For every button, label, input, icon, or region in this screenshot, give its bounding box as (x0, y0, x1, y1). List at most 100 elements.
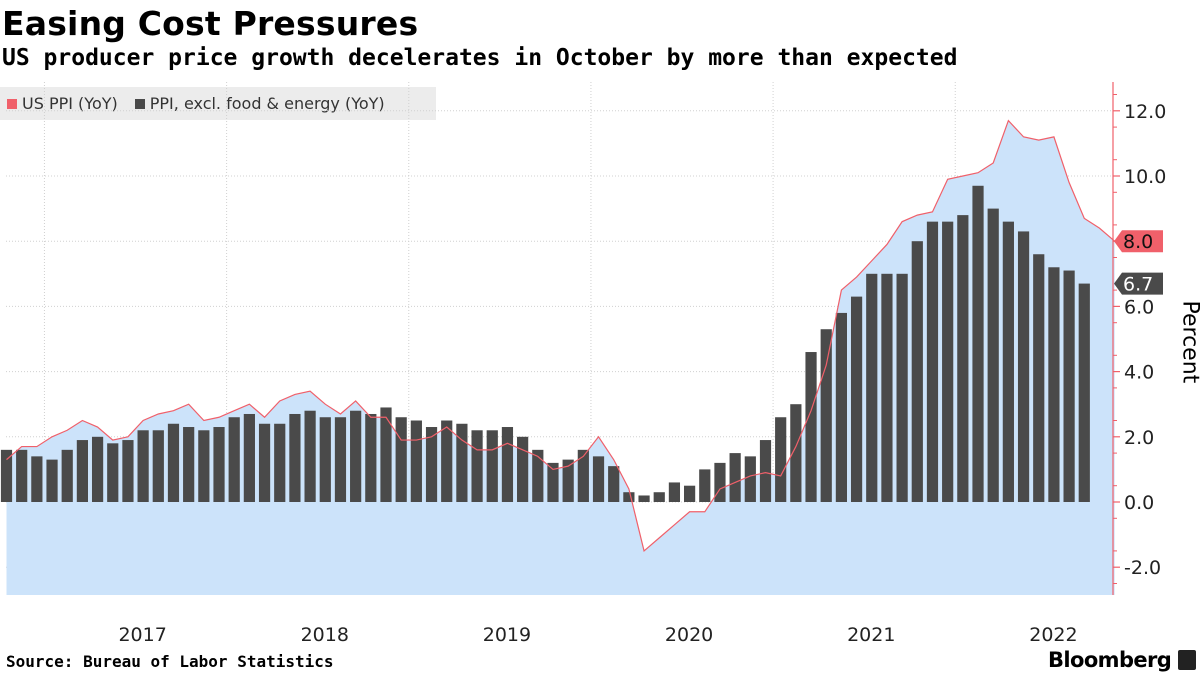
core-ppi-bar (714, 462, 726, 502)
core-ppi-bar (850, 296, 863, 502)
core-ppi-bar (638, 495, 650, 502)
us-ppi-last-badge: 8.0 (1114, 230, 1163, 253)
chart-subtitle: US producer price growth decelerates in … (2, 45, 958, 71)
core-ppi-bar (167, 423, 180, 502)
core-ppi-bar (608, 466, 620, 502)
core-ppi-bar (0, 449, 13, 502)
y-tick-label: -2.0 (1124, 557, 1161, 579)
core-ppi-bar (972, 185, 984, 502)
core-ppi-bar (198, 430, 210, 502)
badge-shape (1114, 230, 1163, 253)
core-ppi-bar (304, 410, 316, 502)
core-ppi-bar (835, 312, 847, 502)
source-note: Source: Bureau of Labor Statistics (6, 652, 334, 671)
core-ppi-bar (365, 413, 377, 502)
legend-swatch-line (7, 98, 17, 109)
core-ppi-bar (684, 485, 696, 502)
core-ppi-bar (152, 430, 164, 502)
core-ppi-bar (775, 417, 787, 502)
core-ppi-bar (592, 456, 605, 502)
core-ppi-bar (1063, 270, 1075, 502)
legend: US PPI (YoY) PPI, excl. food & energy (Y… (0, 87, 436, 120)
core-ppi-bar (137, 430, 149, 502)
core-ppi-bar (744, 456, 756, 502)
core-ppi-bar (1048, 267, 1060, 502)
legend-item-core-ppi: PPI, excl. food & energy (YoY) (134, 94, 385, 113)
last-value-badges: 8.0 6.7 (1114, 230, 1163, 296)
y-axis-title: Percent (1177, 300, 1200, 384)
bloomberg-logo: Bloomberg (1048, 648, 1172, 672)
core-ppi-bar (942, 221, 954, 502)
core-ppi-bar (183, 427, 195, 502)
bloomberg-logo-mark (1178, 650, 1196, 670)
y-tick-label: 12.0 (1124, 101, 1166, 123)
core-ppi-bar (122, 440, 134, 502)
y-tick-label: 2.0 (1124, 427, 1154, 449)
legend-item-us-ppi: US PPI (YoY) (7, 94, 118, 113)
core-ppi-bar (1017, 231, 1030, 503)
x-tick-label: 2018 (301, 624, 349, 646)
core-ppi-bar (820, 329, 832, 502)
us-ppi-line (6, 119, 1116, 552)
core-ppi-bar (289, 413, 301, 502)
core-ppi-bar (562, 459, 574, 502)
core-ppi-bar (471, 430, 483, 502)
core-ppi-bar (790, 404, 802, 502)
core-ppi-bar (243, 413, 255, 502)
core-ppi-last-badge: 6.7 (1114, 272, 1163, 296)
core-ppi-bar (1002, 221, 1014, 502)
core-ppi-bar (1033, 254, 1045, 502)
bar-layer (0, 185, 1090, 503)
core-ppi-bar (31, 456, 43, 502)
x-tick-label: 2022 (1029, 624, 1077, 646)
core-ppi-bar (46, 459, 58, 502)
core-ppi-bar (61, 449, 73, 502)
core-ppi-bar (395, 417, 407, 502)
core-ppi-bar (350, 410, 362, 502)
chart-title: Easing Cost Pressures (2, 4, 419, 43)
core-ppi-bar (228, 417, 240, 502)
x-tick-label: 2017 (118, 624, 166, 646)
core-ppi-bar (274, 423, 286, 502)
badge-label: 8.0 (1123, 231, 1153, 253)
core-ppi-bar (577, 449, 589, 502)
core-ppi-bar (957, 215, 969, 502)
line-layer (6, 119, 1116, 552)
legend-label-core-ppi: PPI, excl. food & energy (YoY) (149, 94, 385, 113)
y-tick-label: 0.0 (1124, 492, 1154, 514)
core-ppi-bar (425, 427, 438, 502)
core-ppi-bar (911, 241, 923, 502)
core-ppi-bar (380, 407, 392, 502)
core-ppi-bar (319, 417, 331, 502)
core-ppi-bar (729, 453, 741, 502)
core-ppi-bar (258, 423, 271, 502)
core-ppi-bar (410, 420, 422, 502)
core-ppi-bar (441, 420, 453, 502)
legend-label-us-ppi: US PPI (YoY) (22, 94, 118, 113)
y-tick-label: 10.0 (1124, 166, 1166, 188)
legend-swatch-bars (134, 98, 145, 109)
core-ppi-bar (501, 427, 514, 502)
x-axis-labels: 2017 2018 2019 2020 2021 2022 (118, 624, 1077, 646)
core-ppi-bar (107, 443, 119, 502)
y-axis: 12.0 10.0 8.0 6.0 4.0 2.0 0.0 -2.0 (1112, 82, 1166, 595)
core-ppi-bar (1078, 283, 1090, 502)
core-ppi-bar (668, 482, 681, 502)
core-ppi-bar (76, 440, 88, 502)
x-tick-label: 2019 (483, 624, 531, 646)
core-ppi-bar (926, 221, 939, 502)
core-ppi-bar (759, 440, 772, 502)
x-tick-label: 2020 (665, 624, 713, 646)
x-tick-label: 2021 (847, 624, 895, 646)
core-ppi-bar (486, 430, 498, 502)
core-ppi-bar (91, 436, 104, 502)
core-ppi-bar (866, 273, 878, 502)
badge-shape (1114, 272, 1163, 295)
y-tick-label: 4.0 (1124, 362, 1154, 384)
core-ppi-bar (653, 492, 665, 502)
core-ppi-bar (699, 469, 711, 502)
core-ppi-bar (987, 208, 999, 502)
y-tick-label: 6.0 (1124, 296, 1154, 318)
core-ppi-bar (456, 423, 468, 502)
